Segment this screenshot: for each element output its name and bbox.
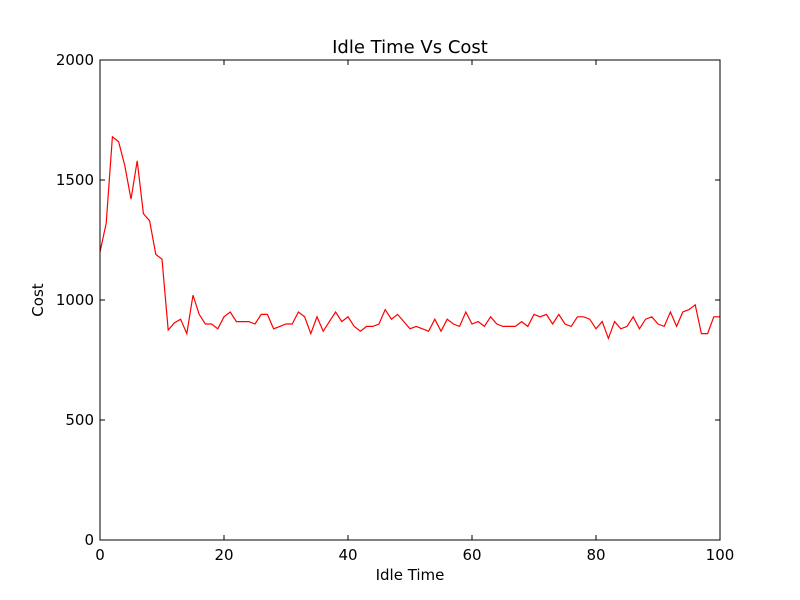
y-tick-label: 1000 [56,291,94,309]
x-tick-label: 0 [95,546,105,564]
x-tick-label: 20 [214,546,233,564]
x-tick-label: 40 [338,546,357,564]
x-tick-label: 100 [706,546,735,564]
y-tick-label: 1500 [56,171,94,189]
y-tick-label: 0 [84,531,94,549]
x-axis-label: Idle Time [376,566,445,584]
x-tick-label: 60 [462,546,481,564]
plot-frame [99,59,721,541]
y-axis-label: Cost [29,283,47,316]
series-line-0 [99,135,720,341]
y-tick-label: 2000 [56,51,94,69]
y-tick-label: 500 [65,411,94,429]
chart-title: Idle Time Vs Cost [332,37,488,58]
x-tick-label: 80 [586,546,605,564]
